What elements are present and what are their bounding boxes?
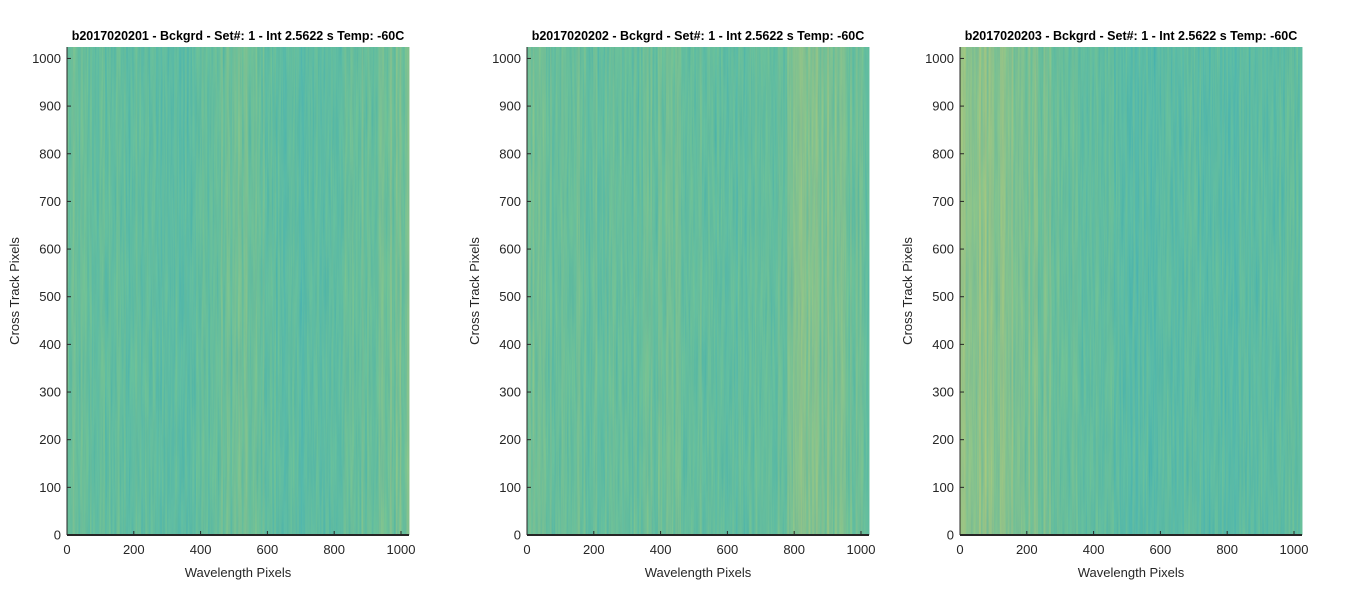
x-tick-label: 600	[717, 542, 739, 557]
heatmap-texture	[67, 47, 409, 535]
y-tick-label: 300	[932, 385, 954, 400]
y-tick-label: 600	[39, 242, 61, 257]
y-tick-label: 100	[499, 480, 521, 495]
y-tick-label: 800	[499, 146, 521, 161]
y-tick-label: 200	[932, 432, 954, 447]
subplot-1-title: b2017020201 - Bckgrd - Set#: 1 - Int 2.5…	[72, 29, 405, 43]
y-tick-label: 600	[932, 242, 954, 257]
x-tick-label: 400	[190, 542, 212, 557]
heatmap-texture	[960, 47, 1302, 535]
y-tick-label: 500	[932, 289, 954, 304]
x-tick-label: 1000	[1280, 542, 1309, 557]
subplot-2-heatmap: 0 100 200 300 400 500 600 700 800 900 1000 0 200 400 6…	[492, 47, 875, 557]
subplot-3: b2017020203 - Bckgrd - Set#: 1 - Int 2.5…	[900, 29, 1308, 580]
y-tick-label: 200	[39, 432, 61, 447]
x-tick-label: 0	[523, 542, 530, 557]
y-tick-label: 400	[932, 337, 954, 352]
y-tick-label: 700	[932, 194, 954, 209]
y-tick-label: 700	[39, 194, 61, 209]
subplot-3-xlabel: Wavelength Pixels	[1078, 565, 1185, 580]
x-tick-label: 400	[1083, 542, 1105, 557]
x-tick-label: 600	[1150, 542, 1172, 557]
x-tick-label: 600	[257, 542, 279, 557]
x-tick-label: 800	[1216, 542, 1238, 557]
x-tick-label: 0	[63, 542, 70, 557]
y-tick-label: 500	[499, 289, 521, 304]
subplot-2-title: b2017020202 - Bckgrd - Set#: 1 - Int 2.5…	[532, 29, 865, 43]
y-tick-label: 100	[39, 480, 61, 495]
y-tick-label: 800	[932, 146, 954, 161]
x-tick-label: 800	[783, 542, 805, 557]
subplot-2-ylabel: Cross Track Pixels	[467, 237, 482, 345]
subplot-2: b2017020202 - Bckgrd - Set#: 1 - Int 2.5…	[467, 29, 875, 580]
y-tick-label: 400	[39, 337, 61, 352]
subplot-1-xlabel: Wavelength Pixels	[185, 565, 292, 580]
y-tick-label: 1000	[492, 51, 521, 66]
y-tick-label: 1000	[32, 51, 61, 66]
x-tick-label: 1000	[847, 542, 876, 557]
subplot-1: b2017020201 - Bckgrd - Set#: 1 - Int 2.5…	[7, 29, 415, 580]
x-tick-label: 0	[956, 542, 963, 557]
x-tick-label: 1000	[387, 542, 416, 557]
subplot-3-ylabel: Cross Track Pixels	[900, 237, 915, 345]
x-tick-label: 200	[123, 542, 145, 557]
x-tick-label: 400	[650, 542, 672, 557]
x-tick-label: 800	[323, 542, 345, 557]
y-tick-label: 1000	[925, 51, 954, 66]
y-tick-label: 500	[39, 289, 61, 304]
subplot-2-xlabel: Wavelength Pixels	[645, 565, 752, 580]
y-tick-label: 900	[39, 99, 61, 114]
subplot-3-title: b2017020203 - Bckgrd - Set#: 1 - Int 2.5…	[965, 29, 1298, 43]
y-tick-label: 300	[499, 385, 521, 400]
y-tick-label: 700	[499, 194, 521, 209]
y-tick-label: 100	[932, 480, 954, 495]
y-tick-label: 0	[54, 528, 61, 543]
y-tick-label: 300	[39, 385, 61, 400]
x-tick-label: 200	[583, 542, 605, 557]
y-tick-label: 900	[932, 99, 954, 114]
y-tick-label: 900	[499, 99, 521, 114]
subplot-1-ylabel: Cross Track Pixels	[7, 237, 22, 345]
y-tick-label: 800	[39, 146, 61, 161]
subplot-3-heatmap: 0 100 200 300 400 500 600 700 800 900 1000 0 200 400 6…	[925, 47, 1308, 557]
y-tick-label: 200	[499, 432, 521, 447]
heatmap-texture	[527, 47, 869, 535]
y-tick-label: 0	[514, 528, 521, 543]
x-tick-label: 200	[1016, 542, 1038, 557]
y-tick-label: 600	[499, 242, 521, 257]
subplot-1-heatmap: 0 100 200 300 400 500 600 700 800 900 1000 0 200 400 6…	[32, 47, 415, 557]
y-tick-label: 0	[947, 528, 954, 543]
y-tick-label: 400	[499, 337, 521, 352]
